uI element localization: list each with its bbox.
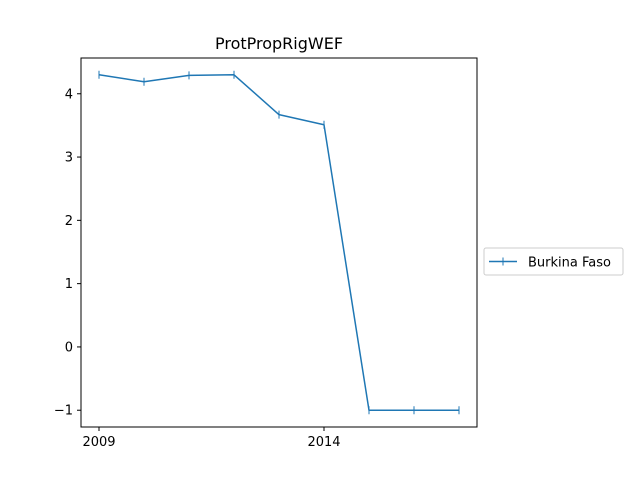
y-tick-label-2: 2 [65,214,73,229]
legend: Burkina Faso [483,247,624,276]
x-tick-label-2009: 2009 [82,435,115,450]
y-tick-label-0: 0 [65,340,73,355]
y-tick-label-1: 1 [65,277,73,292]
y-tick-label-4: 4 [65,87,73,102]
x-tick-label-2014: 2014 [307,435,340,450]
y-tick-label--1: −1 [54,404,73,419]
legend-label-burkina-faso: Burkina Faso [528,256,611,271]
legend-frame [483,247,624,276]
chart-title: ProtPropRigWEF [215,34,343,53]
axes-frame [80,57,478,428]
y-tick-label-3: 3 [65,151,73,166]
plot-area: 2009 2014 −1 0 1 2 3 4 [54,57,478,450]
